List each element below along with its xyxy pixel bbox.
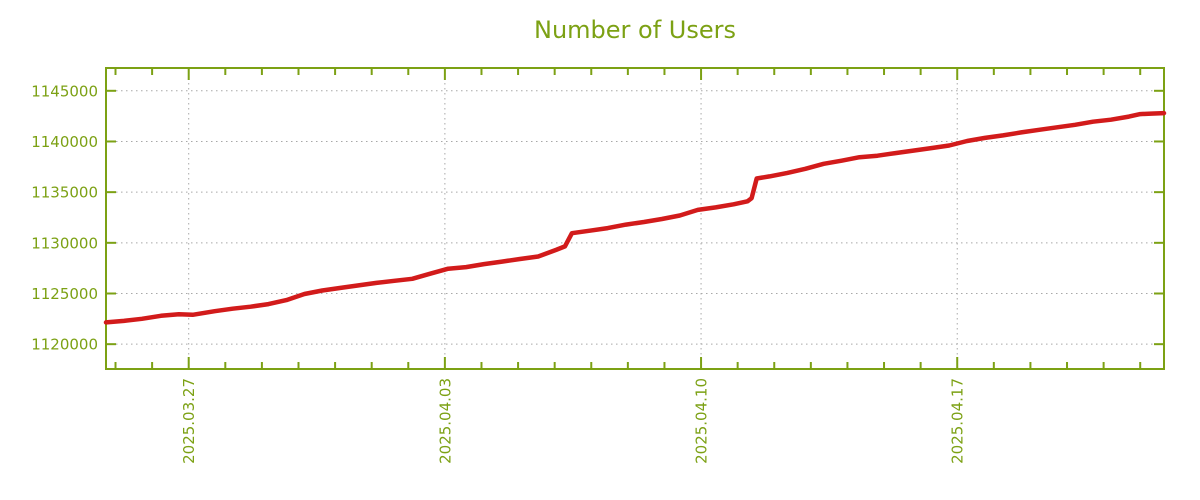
- chart-title: Number of Users: [534, 16, 736, 44]
- y-tick-label: 1140000: [31, 133, 98, 151]
- axis-ticks: [107, 69, 1163, 368]
- x-axis-labels: 2025.03.27 2025.04.03 2025.04.10 2025.04.17: [180, 378, 967, 464]
- data-line-users: [103, 110, 1167, 325]
- grid-lines: [106, 68, 1164, 369]
- x-tick-label: 2025.04.03: [436, 378, 454, 464]
- x-tick-label: 2025.04.10: [693, 378, 711, 464]
- x-tick-label: 2025.04.17: [949, 378, 967, 464]
- y-tick-label: 1145000: [31, 82, 98, 100]
- y-tick-label: 1125000: [31, 285, 98, 303]
- y-tick-label: 1120000: [31, 336, 98, 354]
- x-tick-label: 2025.03.27: [180, 378, 198, 464]
- y-tick-label: 1130000: [31, 234, 98, 252]
- series-line: [103, 110, 1167, 325]
- plot-frame: [105, 67, 1165, 370]
- y-axis-labels: 1120000 1125000 1130000 1135000 1140000 11450…: [31, 82, 98, 353]
- y-tick-label: 1135000: [31, 184, 98, 202]
- plot-border: [105, 67, 1165, 370]
